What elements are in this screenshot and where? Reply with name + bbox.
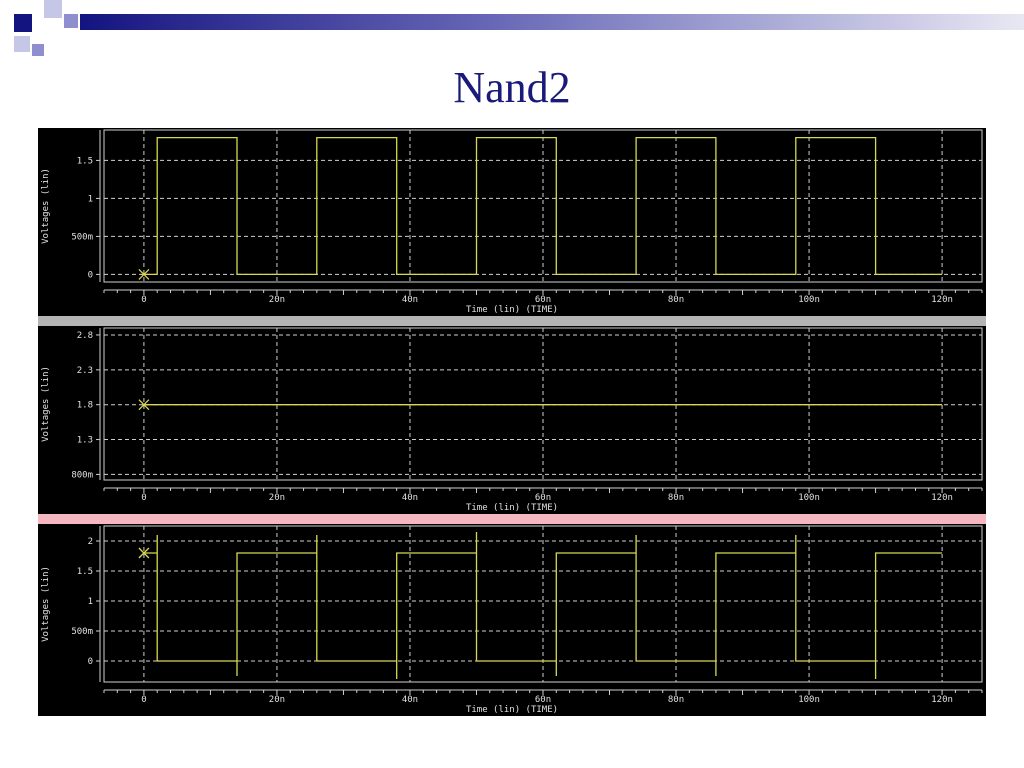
x-tick-label: 100n [798, 695, 820, 705]
signal-title-bar [38, 514, 986, 524]
x-tick-label: 0 [141, 493, 146, 503]
y-tick-label: 2.3 [77, 366, 93, 376]
y-tick-label: 500m [71, 627, 93, 637]
x-tick-label: 120n [931, 695, 953, 705]
x-axis-title: Time (lin) (TIME) [466, 305, 558, 315]
y-tick-label: 2 [88, 537, 93, 547]
corner-square-mid [64, 14, 78, 28]
y-tick-label: 1.5 [77, 156, 93, 166]
x-tick-label: 80n [668, 295, 684, 305]
y-tick-label: 1.3 [77, 436, 93, 446]
y-tick-label: 0 [88, 270, 93, 280]
x-tick-label: 120n [931, 493, 953, 503]
x-tick-label: 40n [402, 695, 418, 705]
corner-square-light [44, 0, 62, 18]
y-axis-title: Voltages (lin) [41, 168, 51, 244]
x-tick-label: 120n [931, 295, 953, 305]
x-tick-label: 40n [402, 493, 418, 503]
waveform-panel-1: 0 20n 40n 60n 80n 100n 120n 0 500m 1 1.5 Time (lin)… [41, 129, 983, 315]
x-tick-label: 20n [269, 295, 285, 305]
x-axis-title: Time (lin) (TIME) [466, 503, 558, 513]
y-tick-label: 1.5 [77, 567, 93, 577]
x-tick-label: 100n [798, 493, 820, 503]
waveform-viewer: 0 20n 40n 60n 80n 100n 120n 0 500m 1 1.5 Time (lin)… [38, 128, 986, 716]
x-tick-label: 60n [535, 295, 551, 305]
x-tick-label: 100n [798, 295, 820, 305]
x-tick-label: 40n [402, 295, 418, 305]
signal-title-bar [38, 316, 986, 326]
waveform-trace [143, 532, 943, 679]
start-marker [138, 268, 150, 280]
x-tick-label: 20n [269, 493, 285, 503]
corner-square-light-2 [14, 36, 30, 52]
y-tick-label: 0 [88, 657, 93, 667]
start-marker [138, 399, 150, 411]
corner-square-mid-2 [32, 44, 44, 56]
corner-square-dark [14, 14, 32, 32]
y-tick-label: 1 [88, 597, 93, 607]
waveform-trace [143, 136, 943, 276]
slide-title: Nand2 [453, 63, 571, 112]
waveform-panel-3: .global vdd020n40n60n80n100n120n0500m11.… [41, 515, 983, 715]
waveform-panel-2: .global vdd020n40n60n80n100n120n800m1.31… [41, 317, 983, 513]
x-tick-label: 0 [141, 295, 146, 305]
x-axis-title: Time (lin) (TIME) [466, 705, 558, 715]
x-tick-label: 20n [269, 695, 285, 705]
start-marker [138, 547, 150, 559]
header-gradient-bar [80, 14, 1024, 30]
y-axis-title: Voltages (lin) [41, 566, 51, 642]
x-tick-label: 80n [668, 493, 684, 503]
x-tick-label: 60n [535, 695, 551, 705]
x-tick-label: 0 [141, 695, 146, 705]
y-axis-title: Voltages (lin) [41, 366, 51, 442]
y-tick-label: 1 [88, 194, 93, 204]
y-tick-label: 800m [71, 470, 93, 480]
y-tick-label: 500m [71, 232, 93, 242]
y-tick-label: 1.8 [77, 401, 93, 411]
x-tick-label: 80n [668, 695, 684, 705]
x-tick-label: 60n [535, 493, 551, 503]
y-tick-label: 2.8 [77, 331, 93, 341]
